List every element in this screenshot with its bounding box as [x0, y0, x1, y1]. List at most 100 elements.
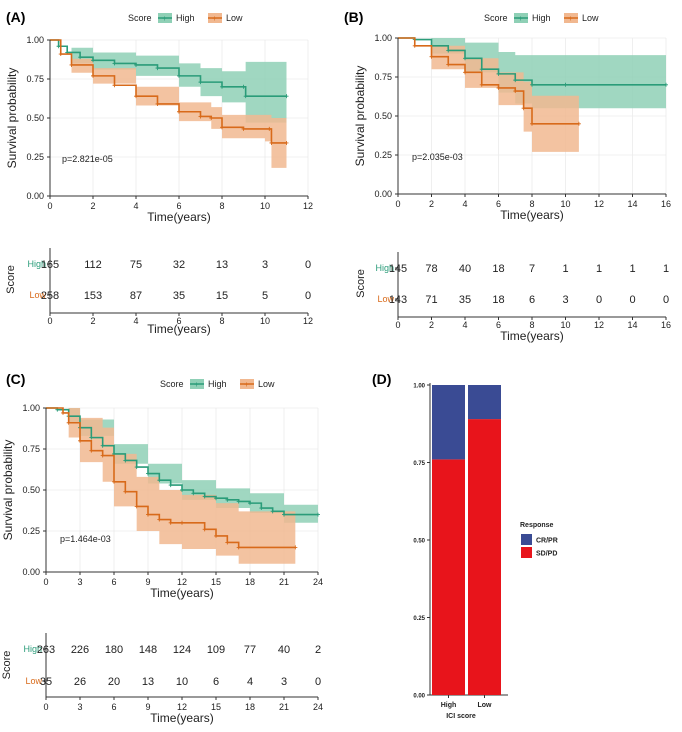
x-tick-label: 12 — [177, 577, 187, 587]
bar-crpr-low — [468, 385, 501, 420]
censor-mark-high — [241, 84, 246, 89]
x-tick-label: 4 — [462, 199, 467, 209]
risk-count: 13 — [216, 259, 228, 271]
risk-x-tick-label: 8 — [219, 316, 224, 326]
risk-x-tick-label: 15 — [211, 702, 221, 712]
risk-count: 6 — [529, 294, 535, 306]
x-axis-title: ICI score — [446, 713, 476, 720]
risk-count: 35 — [40, 676, 52, 688]
risk-count: 40 — [459, 263, 471, 275]
y-axis-title: Survival probability — [1, 440, 15, 541]
risk-count: 0 — [315, 676, 321, 688]
risk-count: 5 — [262, 290, 268, 302]
y-tick-label: 0.75 — [374, 72, 392, 82]
x-tick-label: 24 — [313, 577, 323, 587]
x-tick-label: 0 — [47, 201, 52, 211]
censor-mark-high — [284, 94, 289, 99]
risk-x-tick-label: 12 — [303, 316, 313, 326]
legend-title: Score — [160, 379, 184, 389]
risk-count: 4 — [247, 676, 253, 688]
risk-x-tick-label: 6 — [176, 316, 181, 326]
censor-mark-low — [576, 121, 581, 126]
censor-mark-high — [155, 66, 160, 71]
legend: Score + High + Low — [484, 13, 599, 23]
km-panel-C: (C) Score + High + Low 0.00 0.25 0.50 0.75 1.00 0 3 6… — [1, 371, 323, 725]
risk-row-label-low: Low — [377, 294, 394, 304]
risk-count: 0 — [663, 294, 669, 306]
censor-mark-high — [78, 55, 83, 60]
risk-count: 2 — [315, 644, 321, 656]
p-value: p=2.035e-03 — [412, 152, 463, 162]
censor-mark-low — [214, 533, 218, 538]
censor-mark-high — [100, 443, 105, 448]
censor-mark-high — [563, 82, 568, 87]
risk-count: 18 — [492, 263, 504, 275]
ci-band-low — [46, 408, 296, 564]
risk-x-tick-label: 4 — [133, 316, 138, 326]
censor-mark-low — [112, 83, 117, 88]
censor-mark-high — [259, 506, 264, 511]
censor-mark-high — [177, 73, 181, 78]
risk-count: 1 — [596, 263, 602, 275]
risk-table-y-title: Score — [5, 265, 17, 294]
x-tick-label: Low — [478, 702, 493, 709]
x-tick-label: 9 — [145, 577, 150, 587]
km-panel-A: (A) Score + High + Low 0.00 0.25 0.50 0.75 1.00 0 2 4… — [5, 9, 313, 336]
risk-count: 143 — [389, 294, 407, 306]
legend-label-low: Low — [258, 379, 275, 389]
censor-mark-low — [155, 101, 160, 106]
legend-key-low-plus: + — [212, 14, 217, 23]
x-tick-label: High — [441, 702, 457, 709]
risk-count: 35 — [173, 290, 185, 302]
legend-title: Score — [128, 13, 152, 23]
risk-x-tick-label: 12 — [594, 320, 604, 330]
censor-mark-high — [91, 58, 95, 63]
risk-count: 148 — [139, 644, 157, 656]
censor-mark-low — [168, 520, 173, 525]
risk-count: 13 — [142, 676, 154, 688]
p-value: p=1.464e-03 — [60, 534, 111, 544]
y-tick-label: 0.25 — [413, 616, 425, 622]
risk-count: 75 — [130, 259, 142, 271]
ci-band-high — [50, 40, 287, 123]
censor-mark-low — [479, 82, 484, 87]
risk-x-tick-label: 9 — [145, 702, 150, 712]
x-tick-label: 8 — [529, 199, 534, 209]
censor-mark-low — [293, 545, 298, 550]
x-tick-label: 10 — [260, 201, 270, 211]
censor-mark-low — [78, 438, 82, 443]
risk-count: 0 — [629, 294, 635, 306]
censor-mark-high — [496, 71, 501, 76]
risk-x-tick-label: 0 — [395, 320, 400, 330]
censor-mark-high — [243, 94, 248, 99]
legend-key-high-plus: + — [162, 14, 167, 23]
censor-mark-high — [270, 509, 275, 514]
risk-count: 1 — [629, 263, 635, 275]
censor-mark-low — [58, 52, 63, 57]
censor-mark-high — [446, 48, 451, 53]
risk-x-axis-title: Time(years) — [147, 322, 211, 336]
legend-key-crpr — [521, 534, 532, 545]
risk-count: 3 — [262, 259, 268, 271]
risk-x-tick-label: 8 — [529, 320, 534, 330]
censor-mark-high — [157, 478, 162, 483]
censor-mark-high — [530, 82, 534, 87]
panel-label: (C) — [6, 371, 25, 387]
risk-row-label-high: High — [27, 259, 46, 269]
x-tick-label: 3 — [77, 577, 82, 587]
x-axis-title: Time(years) — [150, 586, 214, 600]
y-tick-label: 1.00 — [22, 403, 40, 413]
censor-mark-high — [214, 496, 218, 501]
legend: Score + High + Low — [128, 13, 243, 23]
censor-mark-high — [112, 61, 117, 66]
risk-row-label-low: Low — [25, 676, 42, 686]
x-tick-label: 0 — [43, 577, 48, 587]
censor-mark-low — [112, 479, 116, 484]
risk-x-tick-label: 18 — [245, 702, 255, 712]
panel-label: (A) — [6, 9, 25, 25]
x-tick-label: 15 — [211, 577, 221, 587]
x-tick-label: 2 — [429, 199, 434, 209]
